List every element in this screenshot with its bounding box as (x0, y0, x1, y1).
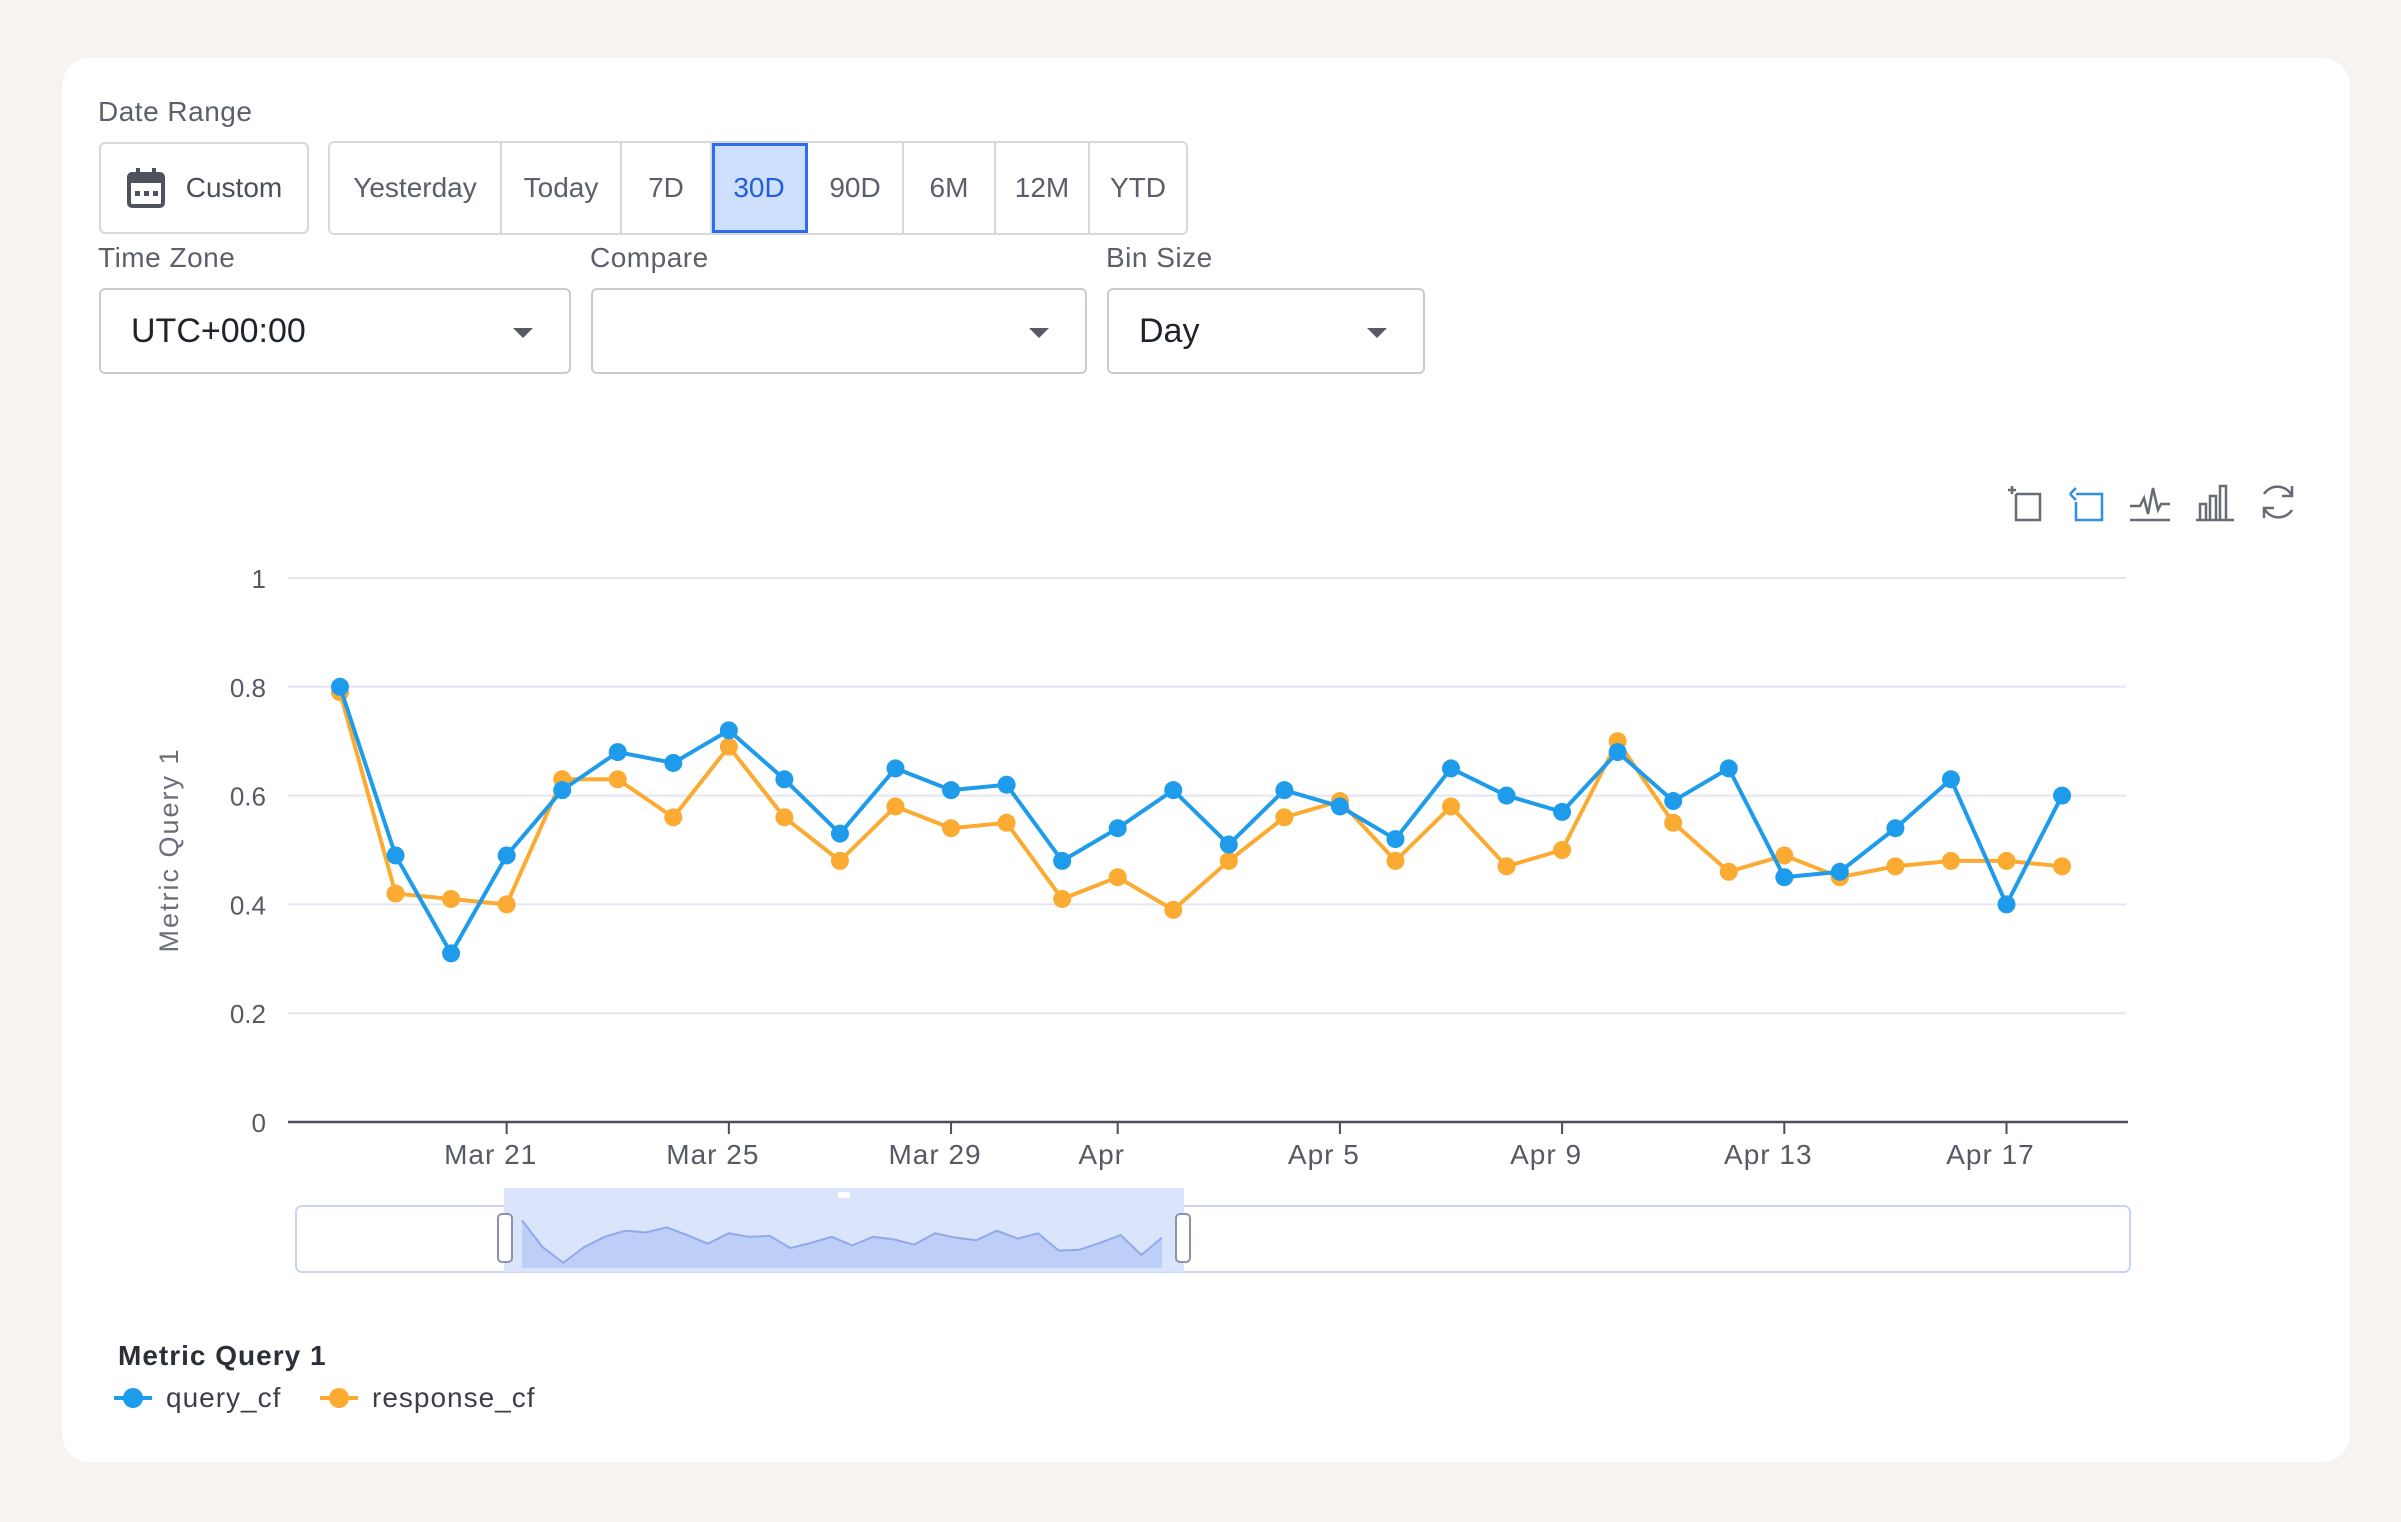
time-zone-select[interactable]: UTC+00:00 (99, 288, 571, 374)
chevron-down-icon (513, 328, 533, 338)
compare-select[interactable] (591, 288, 1087, 374)
range-option-today[interactable]: Today (502, 143, 622, 233)
bin-size-label: Bin Size (1106, 242, 1213, 273)
range-option-12m[interactable]: 12M (996, 143, 1090, 233)
legend-marker-icon (114, 1388, 152, 1408)
range-option-90d[interactable]: 90D (808, 143, 904, 233)
bin-size-value: Day (1139, 311, 1200, 350)
range-option-6m[interactable]: 6M (904, 143, 996, 233)
range-option-7d[interactable]: 7D (622, 143, 712, 233)
range-option-ytd[interactable]: YTD (1110, 172, 1166, 203)
time-zone-value: UTC+00:00 (131, 311, 306, 350)
legend-label: response_cf (372, 1382, 536, 1413)
custom-range-label: Custom (185, 172, 283, 203)
date-range-segmented-control: Yesterday Today 7D 30D 90D 6M 12M YTD (328, 141, 1188, 235)
chevron-down-icon (1367, 328, 1387, 338)
zoom-reset-icon[interactable] (2066, 480, 2110, 524)
legend-label: query_cf (166, 1382, 282, 1413)
time-zone-label: Time Zone (98, 242, 236, 273)
legend-item-query-cf[interactable]: query_cf (114, 1382, 281, 1414)
custom-range-button[interactable]: Custom (99, 142, 309, 234)
compare-label: Compare (590, 242, 709, 273)
chevron-down-icon (1029, 328, 1049, 338)
refresh-icon[interactable] (2256, 480, 2300, 524)
date-range-label: Date Range (98, 96, 253, 127)
range-option-yesterday[interactable]: Yesterday (330, 143, 502, 233)
zoom-select-icon[interactable] (2004, 480, 2048, 524)
line-chart-icon[interactable] (2128, 480, 2172, 524)
bar-chart-icon[interactable] (2192, 480, 2236, 524)
legend-item-response-cf[interactable]: response_cf (320, 1382, 536, 1414)
bin-size-select[interactable]: Day (1107, 288, 1425, 374)
legend-marker-icon (320, 1388, 358, 1408)
range-option-30d[interactable]: 30D (712, 143, 808, 233)
legend-title: Metric Query 1 (118, 1340, 327, 1371)
calendar-icon (126, 168, 165, 208)
